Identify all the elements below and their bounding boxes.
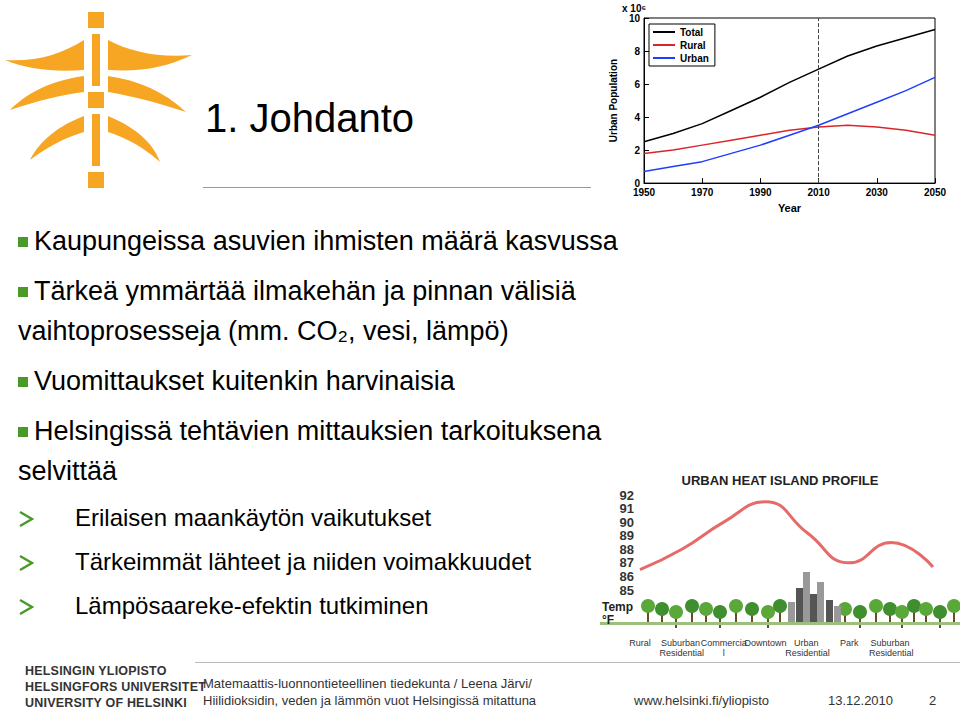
html-text:Tärkeä ymmärtää ilmakehän ja p: Tärkeä ymmärtää ilmakehän ja pinnan väli… bbox=[34, 276, 576, 306]
svg-text:0: 0 bbox=[634, 177, 640, 189]
html-text:Hiilidioksidin, veden ja lämmö: Hiilidioksidin, veden ja lämmön vuot Hel… bbox=[203, 693, 537, 708]
html-text:Vuomittaukset kuitenkin harvin: Vuomittaukset kuitenkin harvinaisia bbox=[34, 366, 455, 396]
html-text:selvittää: selvittää bbox=[18, 456, 118, 486]
svg-text:Park: Park bbox=[840, 638, 859, 648]
svg-text:Urban: Urban bbox=[794, 638, 821, 648]
svg-text:°F: °F bbox=[602, 613, 614, 627]
svg-text:90: 90 bbox=[620, 515, 634, 530]
svg-text:10: 10 bbox=[629, 13, 641, 24]
svg-text:4: 4 bbox=[634, 112, 640, 123]
svg-text:1970: 1970 bbox=[691, 187, 714, 198]
svg-text:l: l bbox=[723, 648, 725, 658]
svg-text:Rural: Rural bbox=[629, 638, 651, 648]
svg-text:91: 91 bbox=[620, 501, 634, 516]
svg-text:8: 8 bbox=[634, 46, 640, 57]
svg-text:Commercia: Commercia bbox=[701, 638, 747, 648]
svg-text:2010: 2010 bbox=[807, 187, 830, 198]
svg-text:92: 92 bbox=[620, 488, 634, 503]
html-text:Kaupungeissa asuvien ihmisten: Kaupungeissa asuvien ihmisten määrä kasv… bbox=[34, 226, 618, 256]
svg-text:Residential: Residential bbox=[660, 648, 705, 658]
svg-text:URBAN HEAT ISLAND PROFILE: URBAN HEAT ISLAND PROFILE bbox=[682, 473, 879, 488]
svg-text:Suburban: Suburban bbox=[870, 638, 912, 648]
html-text:13.12.2010: 13.12.2010 bbox=[828, 693, 894, 708]
html-text:UNIVERSITY OF HELSINKI: UNIVERSITY OF HELSINKI bbox=[25, 696, 187, 710]
svg-text:Rural: Rural bbox=[680, 40, 706, 51]
html-text:Erilaisen maankäytön vaikutuks: Erilaisen maankäytön vaikutukset bbox=[75, 504, 432, 531]
svg-text:2030: 2030 bbox=[866, 187, 889, 198]
svg-text:Total: Total bbox=[680, 27, 703, 38]
html-text:Matemaattis-luonnontieteelline: Matemaattis-luonnontieteellinen tiedekun… bbox=[203, 676, 532, 691]
html-text:HELSINGIN YLIOPISTO: HELSINGIN YLIOPISTO bbox=[25, 664, 167, 678]
svg-text:6: 6 bbox=[634, 79, 640, 90]
svg-text:Temp: Temp bbox=[602, 600, 633, 614]
svg-text:2: 2 bbox=[634, 145, 640, 156]
svg-text:86: 86 bbox=[620, 569, 634, 584]
svg-text:Urban: Urban bbox=[680, 53, 709, 64]
html-text:HELSINGFORS UNIVERSITET: HELSINGFORS UNIVERSITET bbox=[25, 680, 206, 694]
html-text:www.helsinki.fi/yliopisto: www.helsinki.fi/yliopisto bbox=[634, 693, 770, 708]
html-text:Tärkeimmät lähteet ja niiden v: Tärkeimmät lähteet ja niiden voimakkuude… bbox=[75, 548, 532, 575]
svg-text:85: 85 bbox=[620, 583, 634, 598]
html-text:Lämpösaareke-efektin tutkimine: Lämpösaareke-efektin tutkiminen bbox=[75, 592, 429, 619]
svg-text:Residential: Residential bbox=[869, 648, 914, 658]
html-text:1. Johdanto: 1. Johdanto bbox=[205, 96, 415, 140]
html-text:vaihtoprosesseja (mm. CO₂, ves: vaihtoprosesseja (mm. CO₂, vesi, lämpö) bbox=[18, 316, 509, 346]
svg-text:Residential: Residential bbox=[785, 648, 830, 658]
svg-text:Year: Year bbox=[778, 202, 802, 214]
svg-text:Urban Population: Urban Population bbox=[608, 59, 619, 142]
svg-text:1950: 1950 bbox=[633, 187, 656, 198]
svg-text:1990: 1990 bbox=[749, 187, 772, 198]
svg-text:Suburban: Suburban bbox=[661, 638, 703, 648]
svg-text:x 10⁶: x 10⁶ bbox=[622, 2, 647, 14]
html-text:2: 2 bbox=[929, 693, 937, 708]
html-text:Helsingissä tehtävien mittauks: Helsingissä tehtävien mittauksien tarkoi… bbox=[34, 416, 602, 446]
svg-text:88: 88 bbox=[620, 542, 634, 557]
svg-text:2050: 2050 bbox=[924, 187, 947, 198]
svg-text:87: 87 bbox=[620, 555, 634, 570]
svg-text:89: 89 bbox=[620, 528, 634, 543]
svg-text:Downtown: Downtown bbox=[745, 638, 787, 648]
